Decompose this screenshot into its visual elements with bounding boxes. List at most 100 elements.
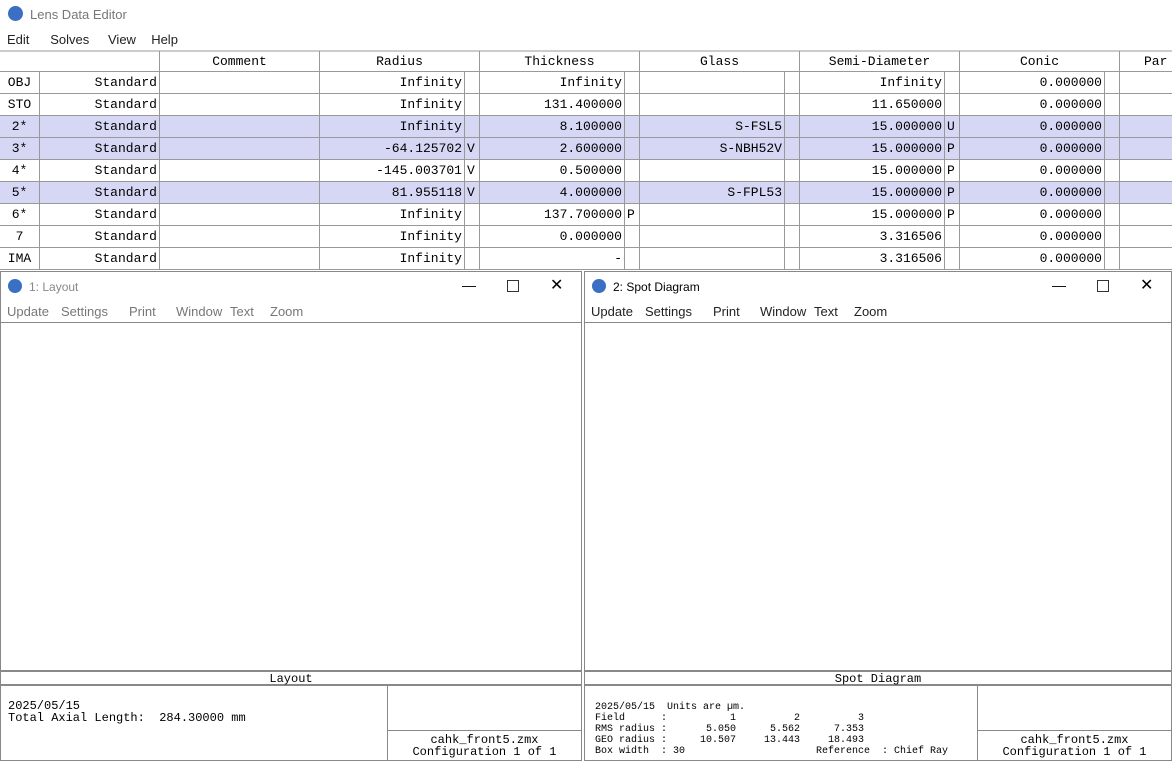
table-cell[interactable]: Infinity (480, 72, 625, 93)
table-cell[interactable] (1105, 226, 1120, 247)
table-cell[interactable]: 2* (0, 116, 40, 137)
table-cell[interactable] (785, 204, 800, 225)
table-cell[interactable]: 0.500000 (480, 160, 625, 181)
table-cell[interactable] (625, 94, 640, 115)
table-cell[interactable]: P (625, 204, 640, 225)
table-cell[interactable] (640, 248, 785, 269)
table-cell[interactable]: Standard (40, 94, 160, 115)
table-cell[interactable]: Infinity (320, 248, 465, 269)
table-cell[interactable] (1120, 138, 1172, 159)
table-cell[interactable] (1120, 204, 1172, 225)
table-cell[interactable]: 3.316506 (800, 226, 945, 247)
table-cell[interactable]: 4* (0, 160, 40, 181)
table-cell[interactable]: 7 (0, 226, 40, 247)
menu-item[interactable]: Text (230, 304, 254, 319)
table-cell[interactable]: 15.000000 (800, 204, 945, 225)
menu-item[interactable]: Edit (7, 32, 30, 47)
menu-item[interactable]: Help (151, 32, 178, 47)
table-cell[interactable] (465, 248, 480, 269)
table-cell[interactable]: 6* (0, 204, 40, 225)
table-cell[interactable] (640, 72, 785, 93)
table-cell[interactable]: 15.000000 (800, 138, 945, 159)
table-cell[interactable]: 15.000000 (800, 116, 945, 137)
table-cell[interactable]: V (465, 138, 480, 159)
table-cell[interactable]: 0.000000 (960, 204, 1105, 225)
table-cell[interactable]: S-NBH52V (640, 138, 785, 159)
table-cell[interactable] (160, 182, 320, 203)
maximize-button[interactable] (1097, 280, 1109, 292)
minimize-button[interactable]: — (462, 277, 476, 293)
menu-item[interactable]: Window (760, 304, 807, 319)
table-cell[interactable]: U (945, 116, 960, 137)
table-cell[interactable] (625, 182, 640, 203)
table-cell[interactable]: Standard (40, 138, 160, 159)
menu-item[interactable]: Zoom (270, 304, 304, 319)
table-cell[interactable] (160, 72, 320, 93)
table-cell[interactable]: 3* (0, 138, 40, 159)
table-cell[interactable] (160, 138, 320, 159)
table-cell[interactable]: 11.650000 (800, 94, 945, 115)
table-cell[interactable] (625, 72, 640, 93)
table-cell[interactable] (160, 94, 320, 115)
table-cell[interactable] (785, 248, 800, 269)
table-cell[interactable]: 3.316506 (800, 248, 945, 269)
table-cell[interactable]: Standard (40, 116, 160, 137)
table-cell[interactable] (625, 248, 640, 269)
table-cell[interactable] (1105, 248, 1120, 269)
table-cell[interactable] (1105, 138, 1120, 159)
table-cell[interactable]: 15.000000 (800, 160, 945, 181)
table-cell[interactable]: Standard (40, 204, 160, 225)
table-cell[interactable] (1120, 182, 1172, 203)
table-cell[interactable]: Standard (40, 248, 160, 269)
table-cell[interactable]: 0.000000 (960, 116, 1105, 137)
table-cell[interactable] (945, 226, 960, 247)
table-cell[interactable] (945, 72, 960, 93)
table-cell[interactable] (1105, 204, 1120, 225)
table-cell[interactable] (625, 138, 640, 159)
table-cell[interactable]: IMA (0, 248, 40, 269)
table-cell[interactable]: OBJ (0, 72, 40, 93)
table-cell[interactable]: P (945, 182, 960, 203)
table-cell[interactable] (465, 226, 480, 247)
table-cell[interactable] (160, 248, 320, 269)
table-cell[interactable]: Standard (40, 72, 160, 93)
table-cell[interactable]: Infinity (800, 72, 945, 93)
menu-item[interactable]: Print (713, 304, 740, 319)
close-button[interactable]: ✕ (550, 277, 564, 294)
table-cell[interactable] (785, 72, 800, 93)
table-cell[interactable] (945, 94, 960, 115)
table-cell[interactable]: V (465, 182, 480, 203)
table-cell[interactable]: -64.125702 (320, 138, 465, 159)
table-cell[interactable]: 0.000000 (960, 248, 1105, 269)
table-cell[interactable] (640, 160, 785, 181)
table-cell[interactable] (640, 94, 785, 115)
table-cell[interactable]: 0.000000 (960, 94, 1105, 115)
menu-item[interactable]: Window (176, 304, 223, 319)
maximize-button[interactable] (507, 280, 519, 292)
table-cell[interactable] (465, 72, 480, 93)
table-cell[interactable] (160, 204, 320, 225)
table-cell[interactable] (465, 116, 480, 137)
menu-item[interactable]: Settings (645, 304, 692, 319)
table-cell[interactable] (160, 226, 320, 247)
table-cell[interactable] (160, 116, 320, 137)
table-cell[interactable]: 131.400000 (480, 94, 625, 115)
table-cell[interactable]: - (480, 248, 625, 269)
menu-item[interactable]: Update (7, 304, 49, 319)
table-cell[interactable]: 0.000000 (480, 226, 625, 247)
table-cell[interactable] (785, 94, 800, 115)
menu-item[interactable]: Text (814, 304, 838, 319)
table-cell[interactable]: Infinity (320, 204, 465, 225)
table-cell[interactable]: Standard (40, 226, 160, 247)
table-cell[interactable] (1105, 182, 1120, 203)
table-cell[interactable] (465, 94, 480, 115)
table-cell[interactable] (785, 116, 800, 137)
table-cell[interactable]: 137.700000 (480, 204, 625, 225)
table-cell[interactable] (625, 226, 640, 247)
table-cell[interactable] (785, 182, 800, 203)
table-cell[interactable]: 0.000000 (960, 138, 1105, 159)
table-cell[interactable]: S-FSL5 (640, 116, 785, 137)
table-cell[interactable]: 5* (0, 182, 40, 203)
table-cell[interactable]: 0.000000 (960, 160, 1105, 181)
table-cell[interactable] (1105, 116, 1120, 137)
